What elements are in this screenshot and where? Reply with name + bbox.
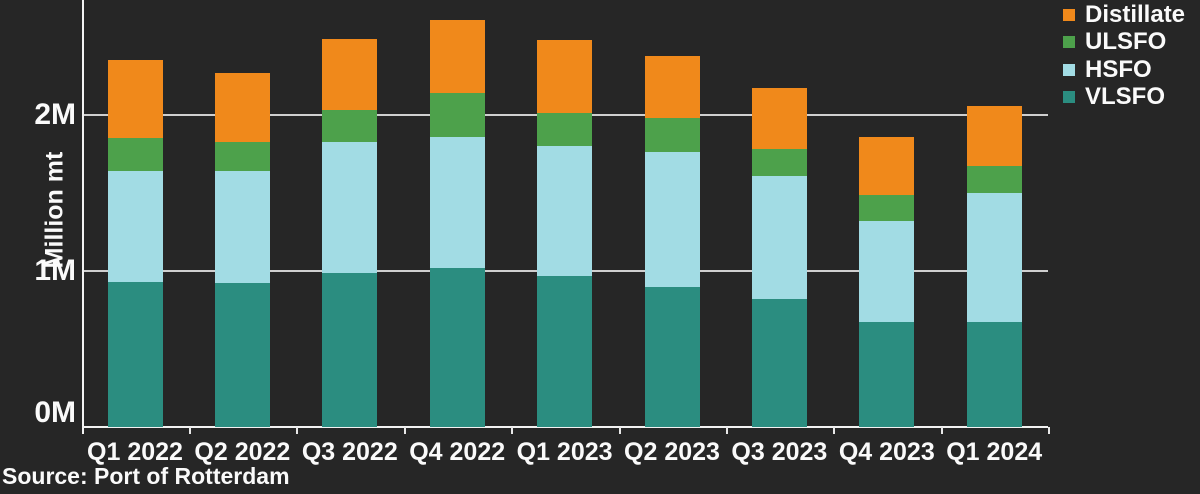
bar-segment-vlsfo-q1-2022 — [107, 281, 163, 427]
bar-segment-distillate-q4-2022 — [429, 19, 485, 94]
bar-segment-distillate-q2-2023 — [644, 55, 700, 119]
x-tick-label-q1-2024: Q1 2024 — [946, 438, 1043, 466]
legend-label-ulsfo: ULSFO — [1085, 28, 1167, 56]
y-tick-label-1M: 1M — [34, 254, 76, 287]
x-tick-label-q1-2023: Q1 2023 — [516, 438, 613, 466]
bar-segment-distillate-q3-2023 — [751, 88, 807, 150]
legend-swatch-vlsfo-icon — [1063, 91, 1075, 104]
x-axis-tick — [725, 427, 728, 434]
y-tick-label-2M: 2M — [34, 98, 76, 131]
bar-segment-distillate-q1-2023 — [537, 40, 593, 114]
y-tick-label-0M: 0M — [34, 396, 76, 429]
bar-segment-ulsfo-q1-2024 — [966, 166, 1022, 193]
bar-segment-vlsfo-q2-2022 — [214, 283, 270, 427]
legend-swatch-hsfo-icon — [1063, 63, 1075, 76]
x-axis-tick — [618, 427, 621, 434]
x-axis-tick — [188, 427, 191, 434]
bar-segment-ulsfo-q4-2022 — [429, 93, 485, 137]
legend-label-distillate: Distillate — [1085, 0, 1186, 28]
bar-segment-ulsfo-q3-2023 — [751, 149, 807, 176]
bar-segment-vlsfo-q3-2022 — [322, 272, 378, 427]
bar-segment-vlsfo-q1-2023 — [537, 275, 593, 427]
legend-swatch-distillate-icon — [1063, 8, 1075, 21]
x-tick-label-q4-2023: Q4 2023 — [838, 438, 935, 466]
bar-segment-ulsfo-q1-2022 — [107, 138, 163, 172]
source-note: Source: Port of Rotterdam — [2, 463, 290, 489]
legend-swatch-ulsfo-icon — [1063, 36, 1075, 49]
x-tick-label-q2-2022: Q2 2022 — [194, 438, 291, 466]
bar-segment-vlsfo-q2-2023 — [644, 286, 700, 427]
legend: Distillate ULSFO HSFO VLSFO — [1063, 1, 1185, 111]
x-axis-tick — [940, 427, 943, 434]
bar-segment-ulsfo-q2-2022 — [214, 141, 270, 172]
bar-segment-vlsfo-q4-2022 — [429, 267, 485, 427]
x-axis-tick — [1048, 427, 1051, 434]
x-tick-label-q4-2022: Q4 2022 — [409, 438, 506, 466]
x-tick-label-q3-2023: Q3 2023 — [731, 438, 828, 466]
bar-segment-distillate-q1-2024 — [966, 105, 1022, 167]
bar-segment-distillate-q2-2022 — [214, 72, 270, 142]
legend-item-ulsfo: ULSFO — [1063, 29, 1185, 57]
x-tick-label-q2-2023: Q2 2023 — [624, 438, 720, 466]
legend-item-vlsfo: VLSFO — [1063, 84, 1185, 112]
x-tick-label-q3-2022: Q3 2022 — [301, 438, 398, 466]
bar-segment-hsfo-q2-2023 — [644, 152, 700, 287]
bar-segment-hsfo-q4-2022 — [429, 136, 485, 268]
legend-label-hsfo: HSFO — [1085, 55, 1152, 83]
bar-segment-hsfo-q1-2024 — [966, 193, 1022, 323]
legend-item-distillate: Distillate — [1063, 1, 1185, 29]
legend-item-hsfo: HSFO — [1063, 56, 1185, 84]
bar-segment-ulsfo-q3-2022 — [322, 110, 378, 142]
bar-segment-ulsfo-q4-2023 — [859, 194, 915, 222]
legend-label-vlsfo: VLSFO — [1085, 83, 1166, 111]
y-axis-title: Million mt — [40, 151, 69, 269]
bar-segment-hsfo-q4-2023 — [859, 221, 915, 323]
bar-segment-vlsfo-q3-2023 — [751, 299, 807, 427]
bar-segment-hsfo-q3-2022 — [322, 141, 378, 273]
x-tick-label-q1-2022: Q1 2022 — [87, 438, 183, 466]
y-axis-line — [82, 0, 84, 434]
bar-segment-vlsfo-q1-2024 — [966, 322, 1022, 427]
bar-segment-vlsfo-q4-2023 — [859, 322, 915, 427]
x-axis-tick — [296, 427, 299, 434]
bar-segment-distillate-q4-2023 — [859, 136, 915, 195]
bar-segment-distillate-q1-2022 — [107, 60, 163, 139]
x-axis-tick — [833, 427, 836, 434]
bar-segment-hsfo-q2-2022 — [214, 171, 270, 284]
bar-segment-ulsfo-q2-2023 — [644, 118, 700, 153]
bar-segment-hsfo-q3-2023 — [751, 175, 807, 300]
bar-segment-ulsfo-q1-2023 — [537, 113, 593, 147]
bar-segment-hsfo-q1-2023 — [537, 146, 593, 276]
bar-segment-hsfo-q1-2022 — [107, 171, 163, 282]
x-axis-tick — [511, 427, 514, 434]
x-axis-line — [82, 426, 1048, 428]
x-axis-tick — [403, 427, 406, 434]
bar-segment-distillate-q3-2022 — [322, 38, 378, 111]
